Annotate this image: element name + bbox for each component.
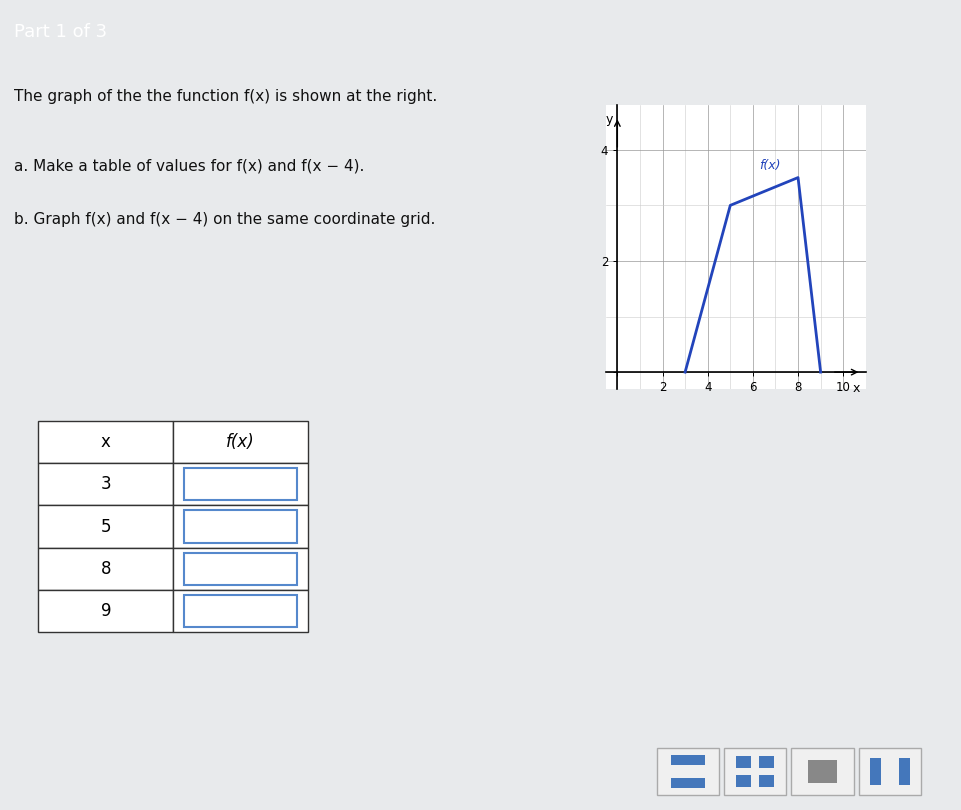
- Bar: [184, 595, 297, 627]
- Bar: [857, 748, 920, 795]
- Bar: [670, 756, 704, 765]
- Bar: [655, 748, 719, 795]
- Text: f(x): f(x): [759, 160, 780, 173]
- Text: 5: 5: [101, 518, 111, 535]
- Text: a. Make a table of values for f(x) and f(x − 4).: a. Make a table of values for f(x) and f…: [14, 159, 364, 173]
- Bar: [38, 548, 173, 590]
- Bar: [38, 421, 173, 463]
- Text: Part 1 of 3: Part 1 of 3: [14, 23, 108, 41]
- Text: x: x: [852, 382, 859, 395]
- Bar: [173, 421, 308, 463]
- Bar: [724, 748, 786, 795]
- Bar: [38, 505, 173, 548]
- Bar: [869, 757, 880, 786]
- Text: b. Graph f(x) and f(x − 4) on the same coordinate grid.: b. Graph f(x) and f(x − 4) on the same c…: [14, 212, 435, 228]
- Text: The graph of the the function f(x) is shown at the right.: The graph of the the function f(x) is sh…: [14, 89, 437, 104]
- Bar: [173, 505, 308, 548]
- Bar: [173, 590, 308, 632]
- Text: 8: 8: [101, 560, 111, 578]
- Bar: [735, 774, 751, 787]
- Text: x: x: [101, 433, 111, 451]
- Bar: [735, 757, 751, 769]
- Bar: [758, 757, 774, 769]
- Bar: [38, 590, 173, 632]
- Bar: [807, 760, 836, 783]
- Bar: [38, 463, 173, 505]
- Bar: [184, 510, 297, 543]
- Bar: [184, 552, 297, 585]
- Bar: [898, 757, 909, 786]
- Bar: [670, 778, 704, 787]
- Text: y: y: [605, 113, 612, 126]
- Bar: [173, 548, 308, 590]
- Bar: [758, 774, 774, 787]
- Bar: [790, 748, 853, 795]
- Text: 3: 3: [100, 475, 111, 493]
- Bar: [184, 468, 297, 501]
- Text: 9: 9: [101, 602, 111, 620]
- Bar: [173, 463, 308, 505]
- Text: f(x): f(x): [226, 433, 255, 451]
